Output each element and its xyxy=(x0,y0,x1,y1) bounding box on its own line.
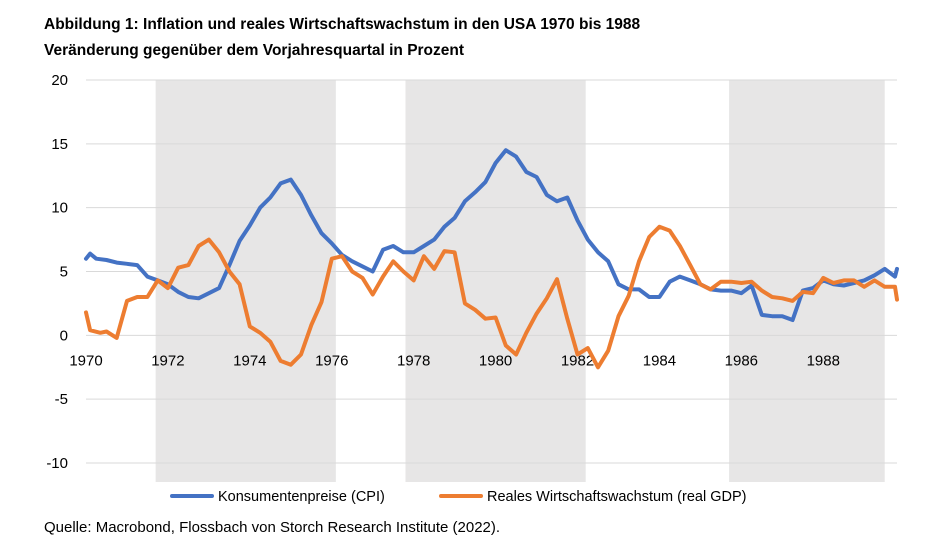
y-tick-label: 15 xyxy=(51,136,68,153)
x-tick-label: 1986 xyxy=(725,352,758,369)
gdp-line xyxy=(84,224,899,370)
x-tick-label: 1970 xyxy=(69,352,102,369)
y-tick-label: 10 xyxy=(51,200,68,217)
x-tick-label: 1980 xyxy=(479,352,512,369)
cpi-line xyxy=(84,148,899,322)
chart-title: Abbildung 1: Inflation und reales Wirtsc… xyxy=(44,16,641,33)
y-tick-label: -5 xyxy=(55,391,68,408)
series-lines xyxy=(84,148,899,370)
x-tick-label: 1976 xyxy=(315,352,348,369)
x-tick-label: 1988 xyxy=(807,352,840,369)
x-tick-label: 1972 xyxy=(151,352,184,369)
legend-item-cpi-label: Konsumentenpreise (CPI) xyxy=(218,489,385,505)
x-tick-label: 1978 xyxy=(397,352,430,369)
source-note: Quelle: Macrobond, Flossbach von Storch … xyxy=(44,519,501,536)
y-tick-label: 0 xyxy=(60,327,68,344)
x-tick-label: 1984 xyxy=(643,352,676,369)
legend-item-gdp-label: Reales Wirtschaftswachstum (real GDP) xyxy=(487,489,746,505)
gridlines xyxy=(86,79,897,464)
x-axis-ticks: 1970 1972 1974 1976 1978 1980 1982 1984 1986 1988 xyxy=(69,352,840,369)
y-tick-label: -10 xyxy=(46,455,68,472)
chart-subtitle: Veränderung gegenüber dem Vorjahresquart… xyxy=(44,42,465,59)
y-axis-ticks: 20 15 10 5 0 -5 -10 xyxy=(46,72,68,472)
x-tick-label: 1982 xyxy=(561,352,594,369)
shaded-period-1 xyxy=(155,80,336,482)
chart-title-block: Abbildung 1: Inflation und reales Wirtsc… xyxy=(44,12,640,64)
legend: Konsumentenpreise (CPI) Reales Wirtschaft… xyxy=(170,489,746,505)
x-tick-label: 1974 xyxy=(233,352,266,369)
y-tick-label: 5 xyxy=(60,264,68,281)
shaded-periods xyxy=(155,80,885,482)
y-tick-label: 20 xyxy=(51,72,68,89)
